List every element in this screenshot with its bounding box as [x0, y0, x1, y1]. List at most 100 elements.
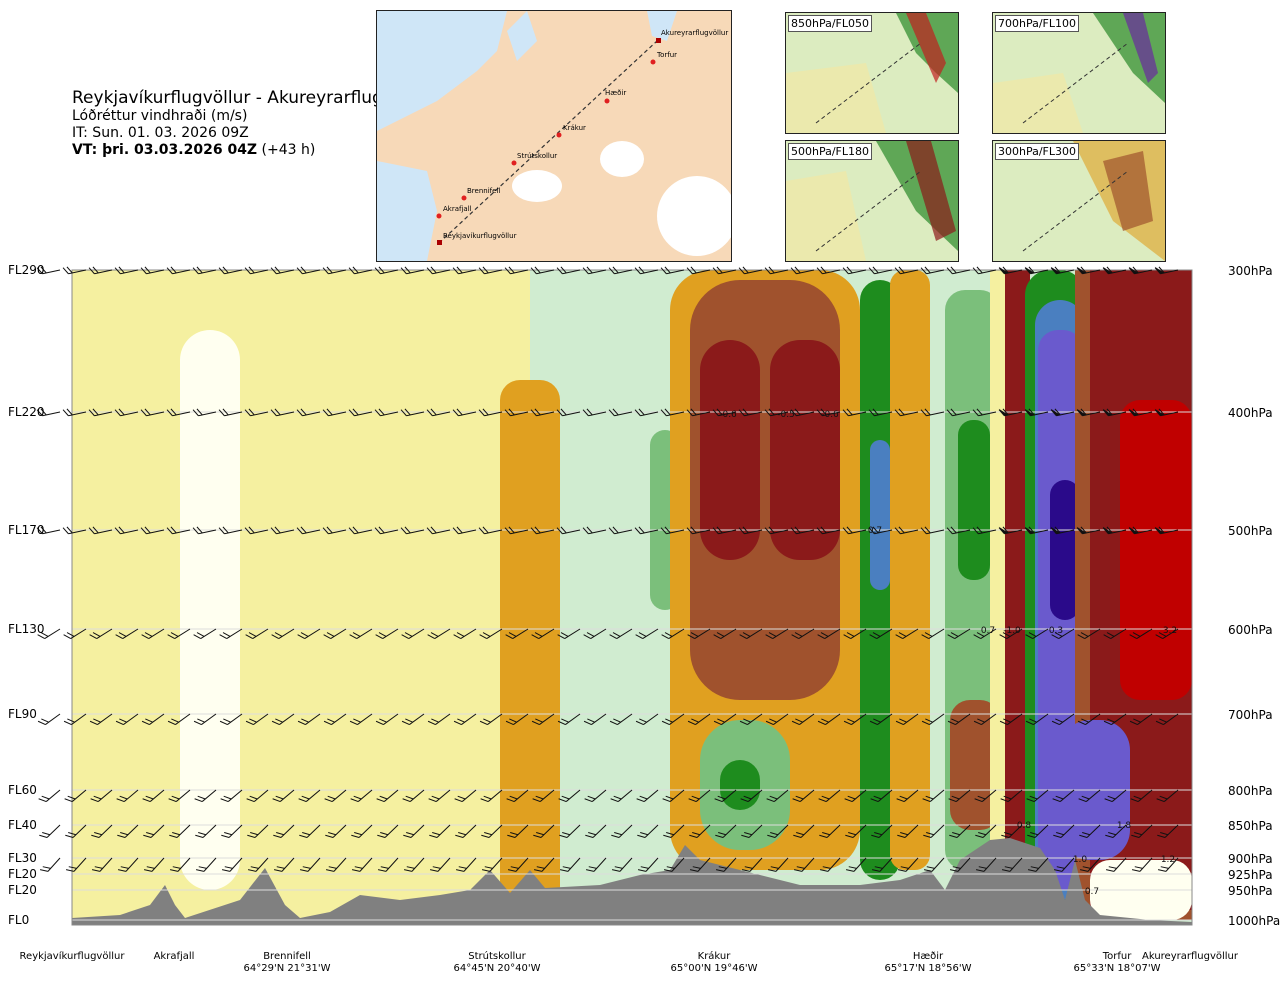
barb-feather: [686, 409, 693, 417]
barb-feather: [530, 267, 537, 275]
wind-barb: [270, 526, 295, 535]
wind-barb: [556, 408, 581, 417]
wind-barb: [689, 857, 711, 872]
barb-feather: [144, 408, 151, 416]
wind-barb: [245, 713, 269, 726]
wind-barb-shape: [999, 713, 1023, 726]
wind-barb-shape: [62, 526, 87, 535]
barb-staff: [68, 411, 87, 417]
barb-staff: [978, 529, 997, 535]
wind-barb-shape: [247, 824, 269, 838]
barb-staff: [72, 824, 87, 838]
barb-feather: [380, 866, 389, 869]
wind-barb-shape: [921, 628, 945, 639]
wind-barb-shape: [427, 628, 451, 639]
barb-feather: [481, 869, 491, 872]
barb-feather: [166, 409, 173, 417]
wind-barb: [377, 857, 399, 872]
wind-barb: [36, 526, 61, 535]
wind-barb: [975, 857, 997, 872]
wind-barb: [687, 628, 711, 639]
wind-barb-shape: [298, 789, 321, 803]
barb-staff: [826, 824, 841, 838]
wind-barb-shape: [218, 266, 243, 275]
wind-barb: [89, 713, 113, 726]
wind-barb-shape: [1154, 266, 1179, 275]
barb-staff: [489, 857, 503, 872]
barb-feather: [300, 408, 307, 416]
barb-staff: [1134, 411, 1153, 417]
wind-barb-shape: [530, 408, 555, 417]
barb-staff: [697, 857, 711, 872]
wind-barb-shape: [663, 824, 685, 838]
barb-feather: [1079, 869, 1089, 872]
wind-barb: [478, 526, 503, 535]
barb-feather: [90, 798, 99, 803]
wind-barb: [36, 408, 61, 417]
wind-barb-shape: [36, 266, 61, 275]
wind-barb: [844, 789, 867, 803]
wind-barb-shape: [947, 713, 971, 726]
barb-staff: [957, 857, 971, 872]
barb-staff: [614, 411, 633, 417]
barb-feather: [952, 866, 961, 869]
wind-barb: [479, 713, 503, 726]
barb-staff: [746, 628, 763, 639]
wind-barb-shape: [401, 713, 425, 726]
barb-feather: [1102, 409, 1109, 417]
wind-barb-shape: [452, 266, 477, 275]
barb-feather: [872, 526, 879, 534]
barb-feather: [270, 409, 277, 417]
wind-barb-shape: [1050, 408, 1075, 417]
wind-barb-shape: [244, 266, 269, 275]
wind-barb-shape: [270, 526, 295, 535]
barb-feather: [349, 634, 357, 639]
wind-barb-shape: [273, 824, 295, 838]
barb-feather: [874, 831, 883, 836]
barb-feather: [925, 718, 933, 723]
barb-feather: [900, 831, 909, 836]
wind-barb: [582, 408, 607, 417]
wind-barb-shape: [791, 628, 815, 639]
wind-barb-shape: [765, 713, 789, 726]
barb-feather: [690, 408, 697, 416]
wind-barb-shape: [972, 266, 997, 275]
barb-feather: [169, 869, 179, 872]
wind-barb-shape: [1076, 526, 1101, 535]
barb-feather: [426, 267, 433, 275]
barb-feather: [326, 632, 335, 637]
wind-barb: [894, 266, 919, 275]
value-annotation: 0.7: [1085, 887, 1099, 897]
barb-feather: [1102, 527, 1109, 535]
route-point-label: Strútskollur 64°45'N 20°40'W: [454, 951, 541, 975]
barb-staff: [591, 789, 607, 802]
barb-feather: [588, 831, 597, 836]
barb-feather: [1128, 267, 1135, 275]
wind-barb: [374, 526, 399, 535]
wind-barb: [660, 526, 685, 535]
barb-staff: [146, 529, 165, 535]
flight-level-label: FL20: [8, 867, 37, 881]
barb-feather: [222, 632, 231, 637]
wind-barb: [88, 526, 113, 535]
barb-staff: [202, 824, 217, 838]
barb-staff: [1004, 269, 1023, 275]
wind-barb: [1154, 526, 1179, 535]
barb-staff: [1030, 269, 1049, 275]
barb-staff: [538, 628, 555, 639]
barb-staff: [565, 789, 581, 802]
barb-feather: [1155, 720, 1164, 726]
wind-barb-shape: [455, 824, 477, 838]
barb-feather: [557, 634, 565, 639]
barb-feather: [922, 798, 931, 803]
wind-barb-shape: [244, 526, 269, 535]
wind-barb: [819, 824, 841, 838]
wind-barb: [715, 824, 737, 838]
pressure-level-label: 950hPa: [1228, 884, 1273, 898]
barb-staff: [410, 824, 425, 838]
wind-barb-shape: [1129, 713, 1153, 726]
wind-barb: [559, 824, 581, 838]
barb-staff: [42, 529, 61, 535]
wind-barb-shape: [871, 824, 893, 838]
barb-feather: [92, 408, 99, 416]
